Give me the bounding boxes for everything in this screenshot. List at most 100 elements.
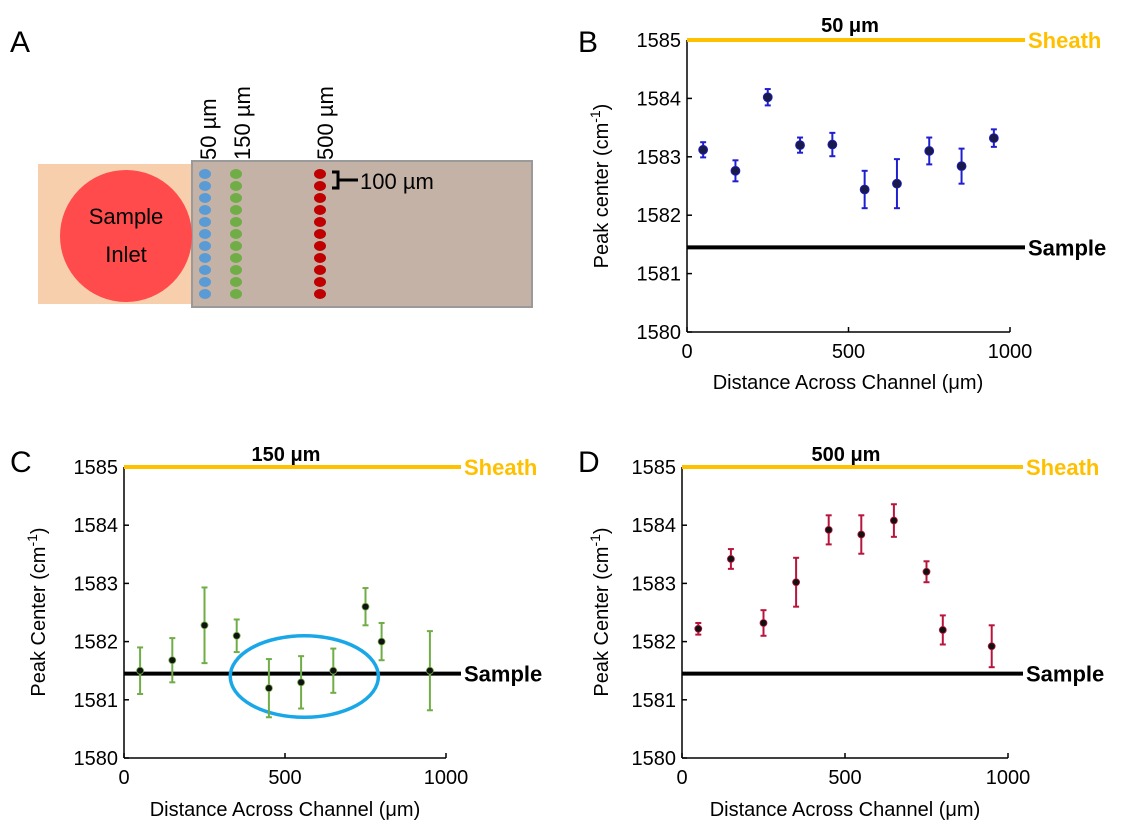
y-tick-label-b: 1584 bbox=[637, 88, 682, 110]
y-tick-label-c: 1583 bbox=[74, 573, 119, 595]
data-point-b bbox=[762, 92, 773, 103]
y-tick-label-b: 1580 bbox=[637, 322, 682, 344]
dot-150 bbox=[230, 265, 242, 275]
y-tick-label-c: 1584 bbox=[74, 515, 119, 537]
sample-label-b: Sample bbox=[1028, 235, 1106, 260]
data-point-d bbox=[938, 626, 947, 634]
data-point-c bbox=[232, 631, 241, 640]
x-axis-label-d: Distance Across Channel (μm) bbox=[710, 799, 981, 821]
data-point-c bbox=[425, 666, 434, 675]
y-tick-label-d: 1582 bbox=[632, 632, 677, 654]
data-point-b bbox=[827, 139, 838, 150]
highlight-ellipse-c bbox=[228, 634, 381, 720]
x-tick-label-b: 500 bbox=[832, 341, 865, 363]
data-point-d bbox=[824, 525, 833, 534]
chart-title-c: 150 μm bbox=[252, 444, 321, 466]
y-tick-label-b: 1581 bbox=[637, 264, 682, 286]
dot-150 bbox=[230, 217, 242, 227]
panel-c: C 150 μm Peak Center (cm-1) Distance Acr… bbox=[10, 444, 542, 821]
data-point-c bbox=[136, 666, 145, 675]
data-point-b bbox=[988, 133, 999, 144]
y-tick-label-c: 1585 bbox=[74, 457, 119, 479]
dot-150 bbox=[230, 205, 242, 215]
y-tick-label-d: 1584 bbox=[632, 515, 677, 537]
dot-150 bbox=[230, 241, 242, 251]
dot-columns bbox=[199, 169, 326, 299]
panel-d: D 500 μm Peak Center (cm-1) Distance Acr… bbox=[578, 444, 1104, 821]
sheath-label-d: Sheath bbox=[1026, 455, 1099, 480]
y-tick-label-c: 1582 bbox=[74, 632, 119, 654]
panel-letter-c: C bbox=[10, 446, 32, 479]
sample-label-d: Sample bbox=[1026, 662, 1104, 687]
inlet-label-line2: Inlet bbox=[105, 242, 147, 267]
y-tick-label-d: 1581 bbox=[632, 690, 677, 712]
dot-500 bbox=[314, 205, 326, 215]
dot-50 bbox=[199, 277, 211, 287]
dot-150 bbox=[230, 289, 242, 299]
y-tick-label-c: 1580 bbox=[74, 748, 119, 770]
data-point-d bbox=[987, 642, 996, 651]
data-point-d bbox=[857, 530, 866, 539]
dot-50 bbox=[199, 193, 211, 203]
dot-500 bbox=[314, 169, 326, 179]
dot-50 bbox=[199, 217, 211, 227]
data-point-b bbox=[730, 165, 741, 176]
dot-150 bbox=[230, 253, 242, 263]
x-tick-label-c: 0 bbox=[118, 767, 129, 789]
dot-500 bbox=[314, 193, 326, 203]
spacing-label: 100 µm bbox=[360, 169, 434, 194]
data-point-c bbox=[361, 602, 370, 611]
x-tick-label-d: 0 bbox=[676, 767, 687, 789]
x-tick-label-b: 1000 bbox=[988, 341, 1033, 363]
x-tick-label-b: 0 bbox=[681, 341, 692, 363]
y-tick-label-d: 1580 bbox=[632, 748, 677, 770]
data-point-d bbox=[759, 619, 768, 627]
x-tick-label-c: 500 bbox=[268, 767, 301, 789]
data-point-c bbox=[168, 656, 177, 665]
dot-150 bbox=[230, 277, 242, 287]
panel-letter-d: D bbox=[578, 446, 600, 479]
sheath-label-c: Sheath bbox=[464, 455, 537, 480]
y-tick-label-d: 1585 bbox=[632, 457, 677, 479]
dot-150 bbox=[230, 229, 242, 239]
dot-50 bbox=[199, 229, 211, 239]
chart-title-b: 50 μm bbox=[821, 15, 879, 37]
panel-letter-a: A bbox=[10, 26, 30, 59]
dot-500 bbox=[314, 265, 326, 275]
sample-label-c: Sample bbox=[464, 662, 542, 687]
data-point-c bbox=[264, 684, 273, 693]
dot-150 bbox=[230, 181, 242, 191]
dot-50 bbox=[199, 289, 211, 299]
channel bbox=[191, 160, 533, 308]
data-point-c bbox=[329, 666, 338, 675]
data-point-b bbox=[795, 140, 805, 151]
sample-inlet-circle bbox=[60, 170, 192, 302]
y-tick-label-d: 1583 bbox=[632, 573, 677, 595]
y-axis-label-b: Peak center (cm-1) bbox=[587, 104, 613, 269]
dot-500 bbox=[314, 181, 326, 191]
dot-150 bbox=[230, 193, 242, 203]
y-tick-label-c: 1581 bbox=[74, 690, 119, 712]
dot-500 bbox=[314, 277, 326, 287]
panel-letter-b: B bbox=[578, 26, 598, 59]
position-label-150: 150 µm bbox=[230, 86, 255, 160]
dot-500 bbox=[314, 217, 326, 227]
y-tick-label-b: 1585 bbox=[637, 30, 682, 52]
x-axis-label-c: Distance Across Channel (μm) bbox=[150, 799, 421, 821]
dot-500 bbox=[314, 253, 326, 263]
data-point-d bbox=[922, 567, 931, 576]
data-point-b bbox=[859, 184, 870, 195]
panel-b: B 50 μm Peak center (cm-1) Distance Acro… bbox=[578, 15, 1106, 394]
data-point-c bbox=[297, 678, 306, 687]
data-point-c bbox=[200, 621, 209, 630]
dot-50 bbox=[199, 253, 211, 263]
dot-50 bbox=[199, 241, 211, 251]
data-point-b bbox=[956, 161, 967, 172]
dot-50 bbox=[199, 265, 211, 275]
dot-50 bbox=[199, 169, 211, 179]
y-axis-label-c: Peak Center (cm-1) bbox=[24, 527, 50, 696]
dot-150 bbox=[230, 169, 242, 179]
spacing-bracket bbox=[332, 170, 358, 190]
data-point-d bbox=[890, 516, 898, 525]
position-label-50: 50 µm bbox=[196, 98, 221, 160]
